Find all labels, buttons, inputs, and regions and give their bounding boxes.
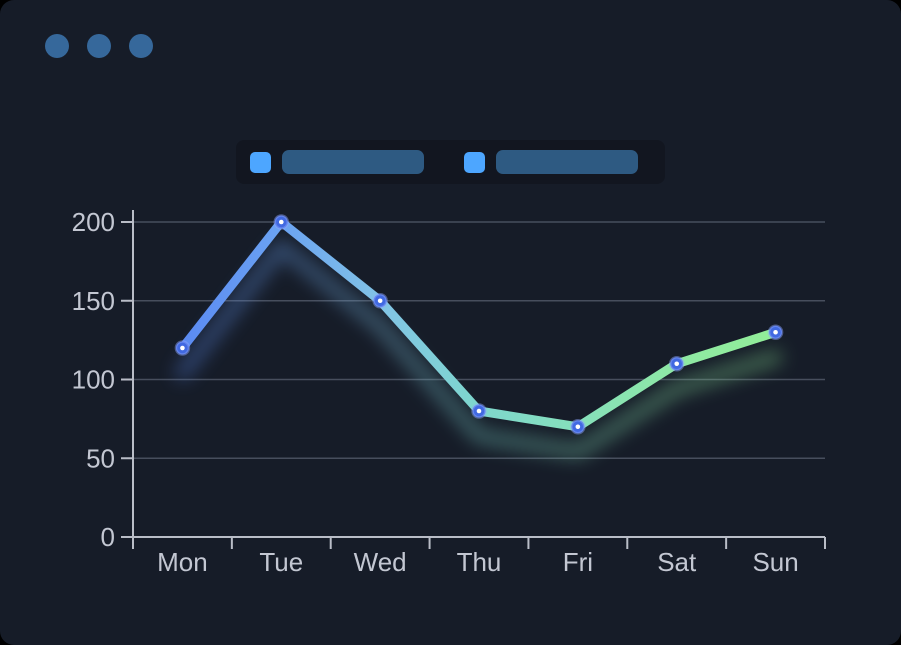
window-control-dot-3[interactable]: [129, 34, 153, 58]
x-tick-label-Mon: Mon: [157, 547, 208, 577]
legend-swatch-icon: [250, 151, 271, 173]
legend-label-placeholder: [496, 150, 638, 174]
data-point-Wed[interactable]: [372, 293, 388, 309]
x-tick-label-Sat: Sat: [657, 547, 697, 577]
window-controls: [45, 34, 153, 58]
window-control-dot-1[interactable]: [45, 34, 69, 58]
legend-label-placeholder: [282, 150, 424, 174]
x-tick-label-Wed: Wed: [354, 547, 407, 577]
window-control-dot-2[interactable]: [87, 34, 111, 58]
data-point-Fri[interactable]: [570, 419, 586, 435]
line-series-glow: [175, 240, 783, 459]
legend-swatch-icon: [464, 151, 485, 173]
data-point-Tue[interactable]: [273, 214, 290, 230]
x-tick-label-Sun: Sun: [752, 547, 798, 577]
legend-item-1[interactable]: [250, 150, 424, 174]
x-tick-label-Tue: Tue: [259, 547, 303, 577]
data-point-Sun[interactable]: [767, 324, 784, 340]
legend-item-2[interactable]: [464, 150, 638, 174]
x-tick-label-Thu: Thu: [457, 547, 502, 577]
data-point-Mon[interactable]: [174, 340, 191, 356]
y-tick-label-100: 100: [72, 365, 115, 395]
y-tick-label-150: 150: [72, 286, 115, 316]
x-tick-label-Fri: Fri: [563, 547, 593, 577]
data-point-Thu[interactable]: [471, 403, 487, 419]
data-point-Sat[interactable]: [668, 356, 685, 372]
chart-legend: [236, 140, 665, 184]
y-tick-label-0: 0: [101, 522, 115, 552]
y-tick-label-200: 200: [72, 207, 115, 237]
y-tick-label-50: 50: [86, 443, 115, 473]
